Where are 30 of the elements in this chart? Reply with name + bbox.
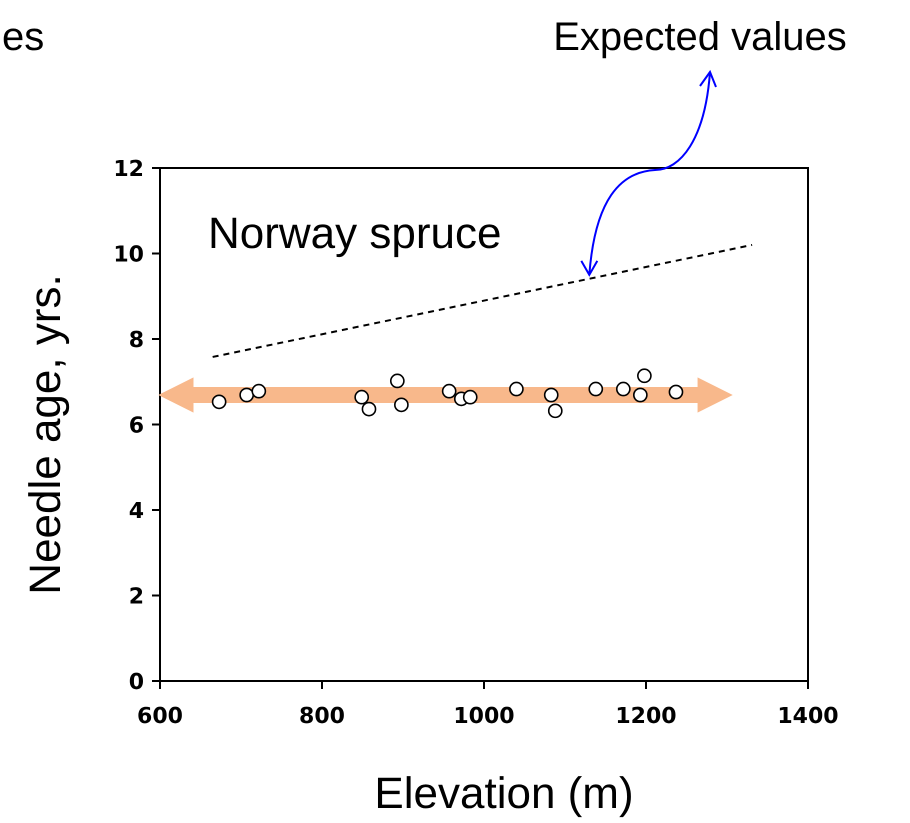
text: es: [2, 15, 44, 59]
point: [239, 388, 254, 402]
y-tick-label: 4: [128, 499, 144, 524]
point: [394, 397, 409, 412]
y-tick-label: 6: [128, 414, 144, 438]
y-tick-label: 2: [128, 584, 144, 610]
x-tick-label: 1200: [615, 704, 677, 729]
point: [616, 382, 631, 396]
y-tick-label: 0: [128, 670, 144, 695]
x-tick-label: 1000: [453, 704, 515, 729]
annotation: Expected values: [553, 15, 847, 59]
annotation: Norway spruce: [208, 209, 502, 258]
x-tick-label: 1400: [777, 704, 839, 729]
x-axis-title: Elevation (m): [374, 769, 634, 818]
y-tick-label: 12: [113, 157, 144, 182]
y-tick-label: 8: [128, 328, 144, 353]
y-tick-label: 10: [113, 242, 144, 268]
point: [588, 382, 604, 396]
x-tick-label: 600: [137, 704, 183, 729]
point: [251, 384, 266, 398]
point: [544, 388, 559, 402]
point: [212, 394, 226, 410]
point: [632, 388, 648, 402]
point: [462, 390, 478, 404]
y-axis-title: Needle age, yrs.: [21, 274, 70, 595]
point: [668, 384, 684, 400]
point: [509, 382, 524, 396]
point: [354, 390, 370, 404]
point: [442, 384, 457, 398]
x-tick-label: 800: [299, 704, 345, 729]
